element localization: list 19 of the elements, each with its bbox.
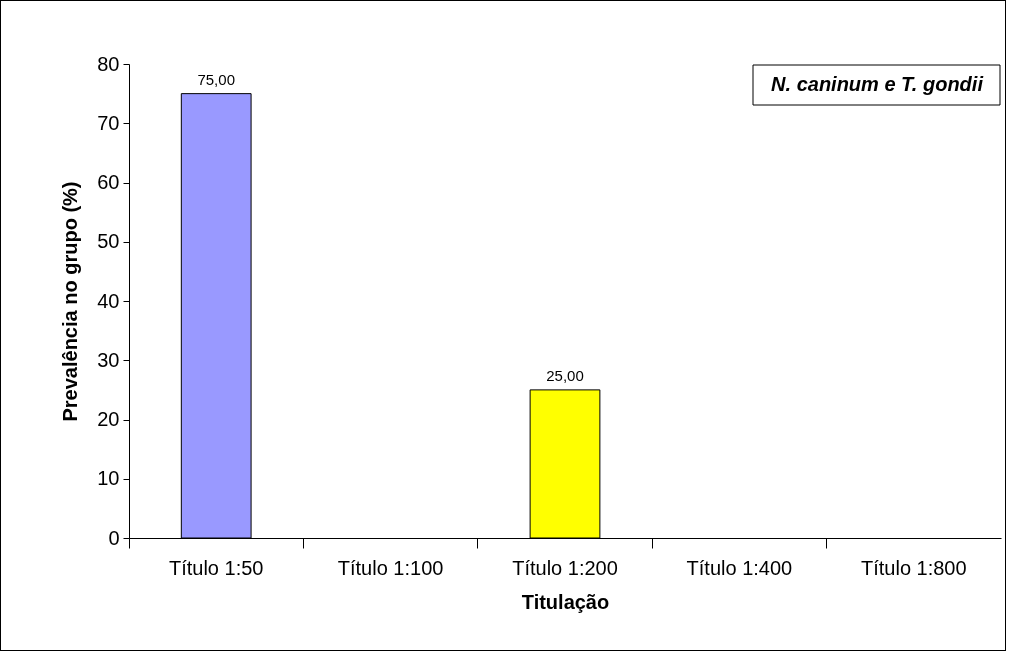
y-tick-label: 40	[97, 289, 120, 312]
x-tick-label: Título 1:800	[860, 556, 967, 579]
y-tick-label: 0	[108, 526, 120, 549]
x-tick-label: Título 1:100	[337, 556, 444, 579]
x-tick-label: Título 1:200	[512, 556, 618, 579]
y-tick-label: 20	[97, 408, 120, 430]
x-tick-label: Título 1:400	[686, 556, 793, 579]
y-tick-label: 10	[97, 467, 120, 490]
annotation: N. caninum e T. gondii	[771, 73, 984, 95]
x-tick-label: Título 1:50	[168, 556, 264, 579]
data-label: 75,00	[197, 70, 235, 88]
y-axis-title: Prevalência no grupo (%)	[59, 181, 82, 422]
y-tick-label: 50	[97, 230, 120, 253]
y-tick-label: 60	[97, 171, 120, 193]
y-tick-label: 30	[97, 348, 120, 371]
y-tick-label: 70	[97, 111, 120, 134]
x-axis-title: Titulação	[521, 590, 610, 613]
y-tick-label: 80	[97, 52, 120, 75]
data-label: 25,00	[546, 366, 584, 384]
